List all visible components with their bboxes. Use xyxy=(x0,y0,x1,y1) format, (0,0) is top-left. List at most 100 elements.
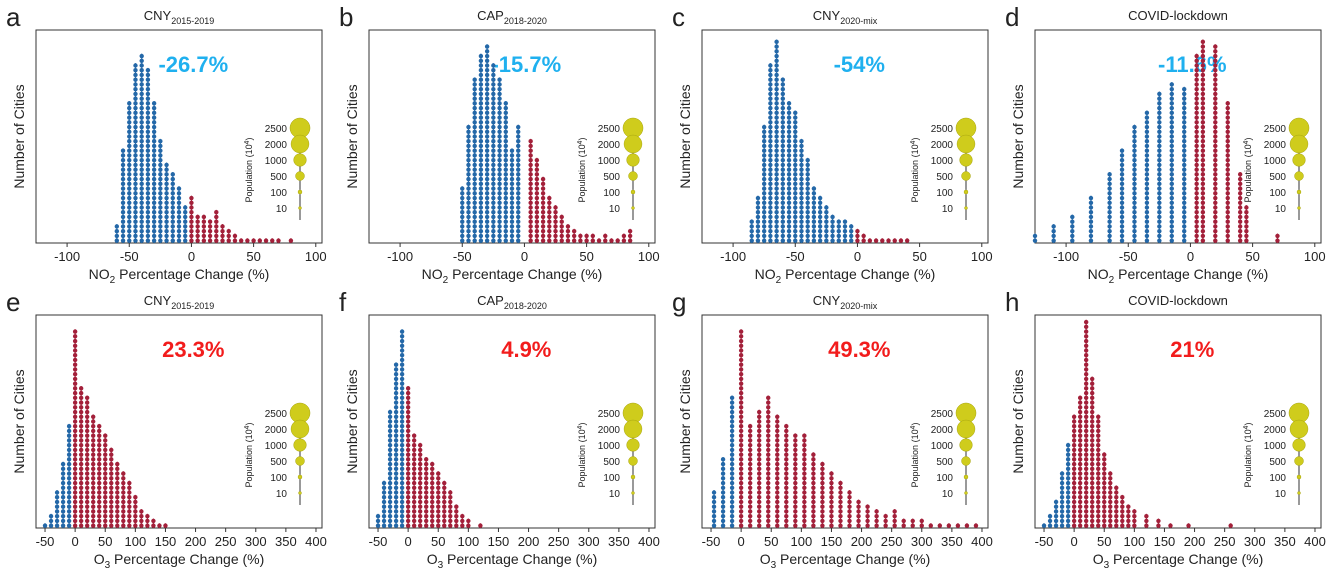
city-dot xyxy=(1213,68,1218,73)
city-dot xyxy=(766,485,771,490)
city-dot xyxy=(919,523,924,528)
city-dot xyxy=(793,518,798,524)
city-dot xyxy=(1213,186,1218,191)
city-dot xyxy=(127,110,132,116)
city-dot xyxy=(786,172,792,177)
city-dot xyxy=(405,414,411,419)
x-tick-label: 50 xyxy=(1245,249,1259,264)
city-dot xyxy=(103,509,108,514)
dot-stack xyxy=(874,509,879,528)
city-dot xyxy=(1102,499,1107,505)
city-dot xyxy=(1200,205,1206,210)
city-dot xyxy=(1083,390,1089,396)
city-dot xyxy=(1071,457,1077,462)
city-dot xyxy=(768,96,773,101)
dot-stack xyxy=(1225,101,1230,243)
city-dot xyxy=(72,504,78,509)
city-dot xyxy=(66,509,72,514)
city-dot xyxy=(1053,523,1059,528)
city-dot xyxy=(109,499,114,505)
city-dot xyxy=(768,200,773,205)
city-dot xyxy=(805,219,810,224)
city-dot xyxy=(855,228,860,234)
city-dot xyxy=(497,233,502,239)
city-dot xyxy=(436,523,441,528)
city-dot xyxy=(170,200,175,205)
city-dot xyxy=(478,233,484,239)
city-dot xyxy=(127,480,132,486)
city-dot xyxy=(120,167,126,172)
city-dot xyxy=(442,490,447,495)
city-dot xyxy=(189,200,194,205)
city-dot xyxy=(793,219,798,224)
city-dot xyxy=(411,513,417,519)
city-dot xyxy=(1059,504,1065,509)
city-dot xyxy=(1213,191,1218,196)
city-dot xyxy=(842,228,848,234)
city-dot xyxy=(151,129,157,134)
city-dot xyxy=(399,433,405,438)
legend-label: 2500 xyxy=(1264,124,1287,135)
city-dot xyxy=(151,219,157,224)
city-dot xyxy=(114,224,120,229)
dot-stack xyxy=(928,523,933,528)
city-dot xyxy=(60,518,66,524)
city-dot xyxy=(1213,86,1218,92)
dot-stack xyxy=(528,138,533,243)
city-dot xyxy=(158,153,163,158)
city-dot xyxy=(411,480,417,486)
city-dot xyxy=(1244,214,1249,220)
legend-label: 10 xyxy=(276,489,288,500)
city-dot xyxy=(72,490,78,495)
city-dot xyxy=(127,134,132,139)
city-dot xyxy=(766,461,771,467)
city-dot xyxy=(793,148,798,153)
city-dot xyxy=(1065,523,1071,528)
city-dot xyxy=(91,433,96,438)
city-dot xyxy=(802,466,807,472)
city-dot xyxy=(127,485,132,490)
city-dot xyxy=(1200,153,1206,158)
city-dot xyxy=(793,228,798,234)
city-dot xyxy=(478,120,484,125)
city-dot xyxy=(761,195,767,201)
city-dot xyxy=(145,110,151,116)
city-dot xyxy=(830,233,835,239)
city-dot xyxy=(497,181,502,187)
city-dot xyxy=(811,186,817,191)
dot-stack xyxy=(164,162,169,243)
city-dot xyxy=(774,134,779,139)
city-dot xyxy=(133,205,138,210)
city-dot xyxy=(802,509,807,514)
city-dot xyxy=(109,471,114,476)
city-dot xyxy=(1200,115,1206,120)
dot-stack xyxy=(849,224,854,243)
city-dot xyxy=(565,224,571,229)
dot-stack xyxy=(1213,44,1218,243)
city-dot xyxy=(158,157,163,163)
city-dot xyxy=(97,433,102,438)
city-dot xyxy=(1213,91,1218,97)
city-dot xyxy=(793,433,798,438)
city-dot xyxy=(1213,214,1218,220)
city-dot xyxy=(761,205,767,210)
city-dot xyxy=(103,438,108,443)
city-dot xyxy=(761,148,767,153)
city-dot xyxy=(528,157,533,163)
city-dot xyxy=(904,238,910,243)
city-dot xyxy=(534,228,540,234)
city-dot xyxy=(892,513,897,519)
city-dot xyxy=(72,395,78,401)
city-dot xyxy=(472,195,477,201)
city-dot xyxy=(466,518,471,524)
city-dot xyxy=(454,504,459,509)
city-dot xyxy=(1225,110,1230,116)
city-dot xyxy=(201,219,207,224)
city-dot xyxy=(466,210,471,215)
x-tick-label: -50 xyxy=(786,249,805,264)
city-dot xyxy=(509,205,515,210)
city-dot xyxy=(838,523,843,528)
city-dot xyxy=(811,228,817,234)
dot-stack xyxy=(1083,319,1089,528)
city-dot xyxy=(120,162,126,168)
